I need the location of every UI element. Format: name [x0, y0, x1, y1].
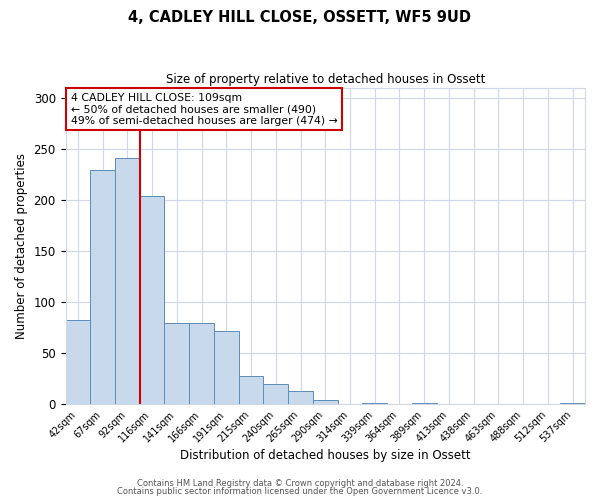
Text: 4 CADLEY HILL CLOSE: 109sqm
← 50% of detached houses are smaller (490)
49% of se: 4 CADLEY HILL CLOSE: 109sqm ← 50% of det… — [71, 93, 337, 126]
Text: Contains HM Land Registry data © Crown copyright and database right 2024.: Contains HM Land Registry data © Crown c… — [137, 478, 463, 488]
Bar — [288, 391, 313, 404]
Bar — [164, 322, 189, 404]
Bar — [65, 320, 90, 404]
Text: 4, CADLEY HILL CLOSE, OSSETT, WF5 9UD: 4, CADLEY HILL CLOSE, OSSETT, WF5 9UD — [128, 10, 472, 25]
Bar — [140, 196, 164, 404]
Y-axis label: Number of detached properties: Number of detached properties — [15, 153, 28, 339]
X-axis label: Distribution of detached houses by size in Ossett: Distribution of detached houses by size … — [180, 450, 470, 462]
Bar — [189, 322, 214, 404]
Bar — [362, 403, 387, 404]
Bar — [214, 330, 239, 404]
Bar — [90, 170, 115, 404]
Text: Contains public sector information licensed under the Open Government Licence v3: Contains public sector information licen… — [118, 487, 482, 496]
Title: Size of property relative to detached houses in Ossett: Size of property relative to detached ho… — [166, 72, 485, 86]
Bar — [560, 403, 585, 404]
Bar — [412, 403, 437, 404]
Bar — [239, 376, 263, 404]
Bar — [263, 384, 288, 404]
Bar — [313, 400, 338, 404]
Bar — [115, 158, 140, 404]
